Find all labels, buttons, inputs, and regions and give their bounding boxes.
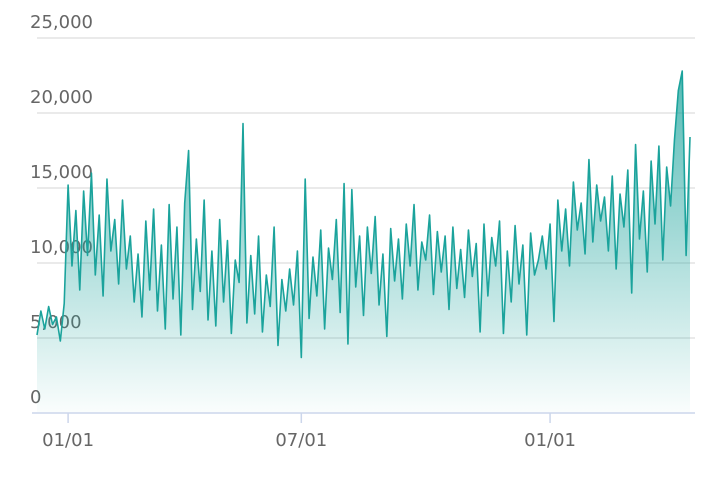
x-tick-label: 01/01 (42, 430, 94, 451)
y-tick-label: 20,000 (30, 87, 93, 108)
y-tick-label: 25,000 (30, 12, 93, 33)
x-tick-label: 07/01 (275, 430, 327, 451)
x-tick-label: 01/01 (524, 430, 576, 451)
y-tick-label: 0 (30, 387, 41, 408)
area (37, 71, 690, 413)
line (36, 70, 691, 359)
y-tick-label: 15,000 (30, 162, 93, 183)
